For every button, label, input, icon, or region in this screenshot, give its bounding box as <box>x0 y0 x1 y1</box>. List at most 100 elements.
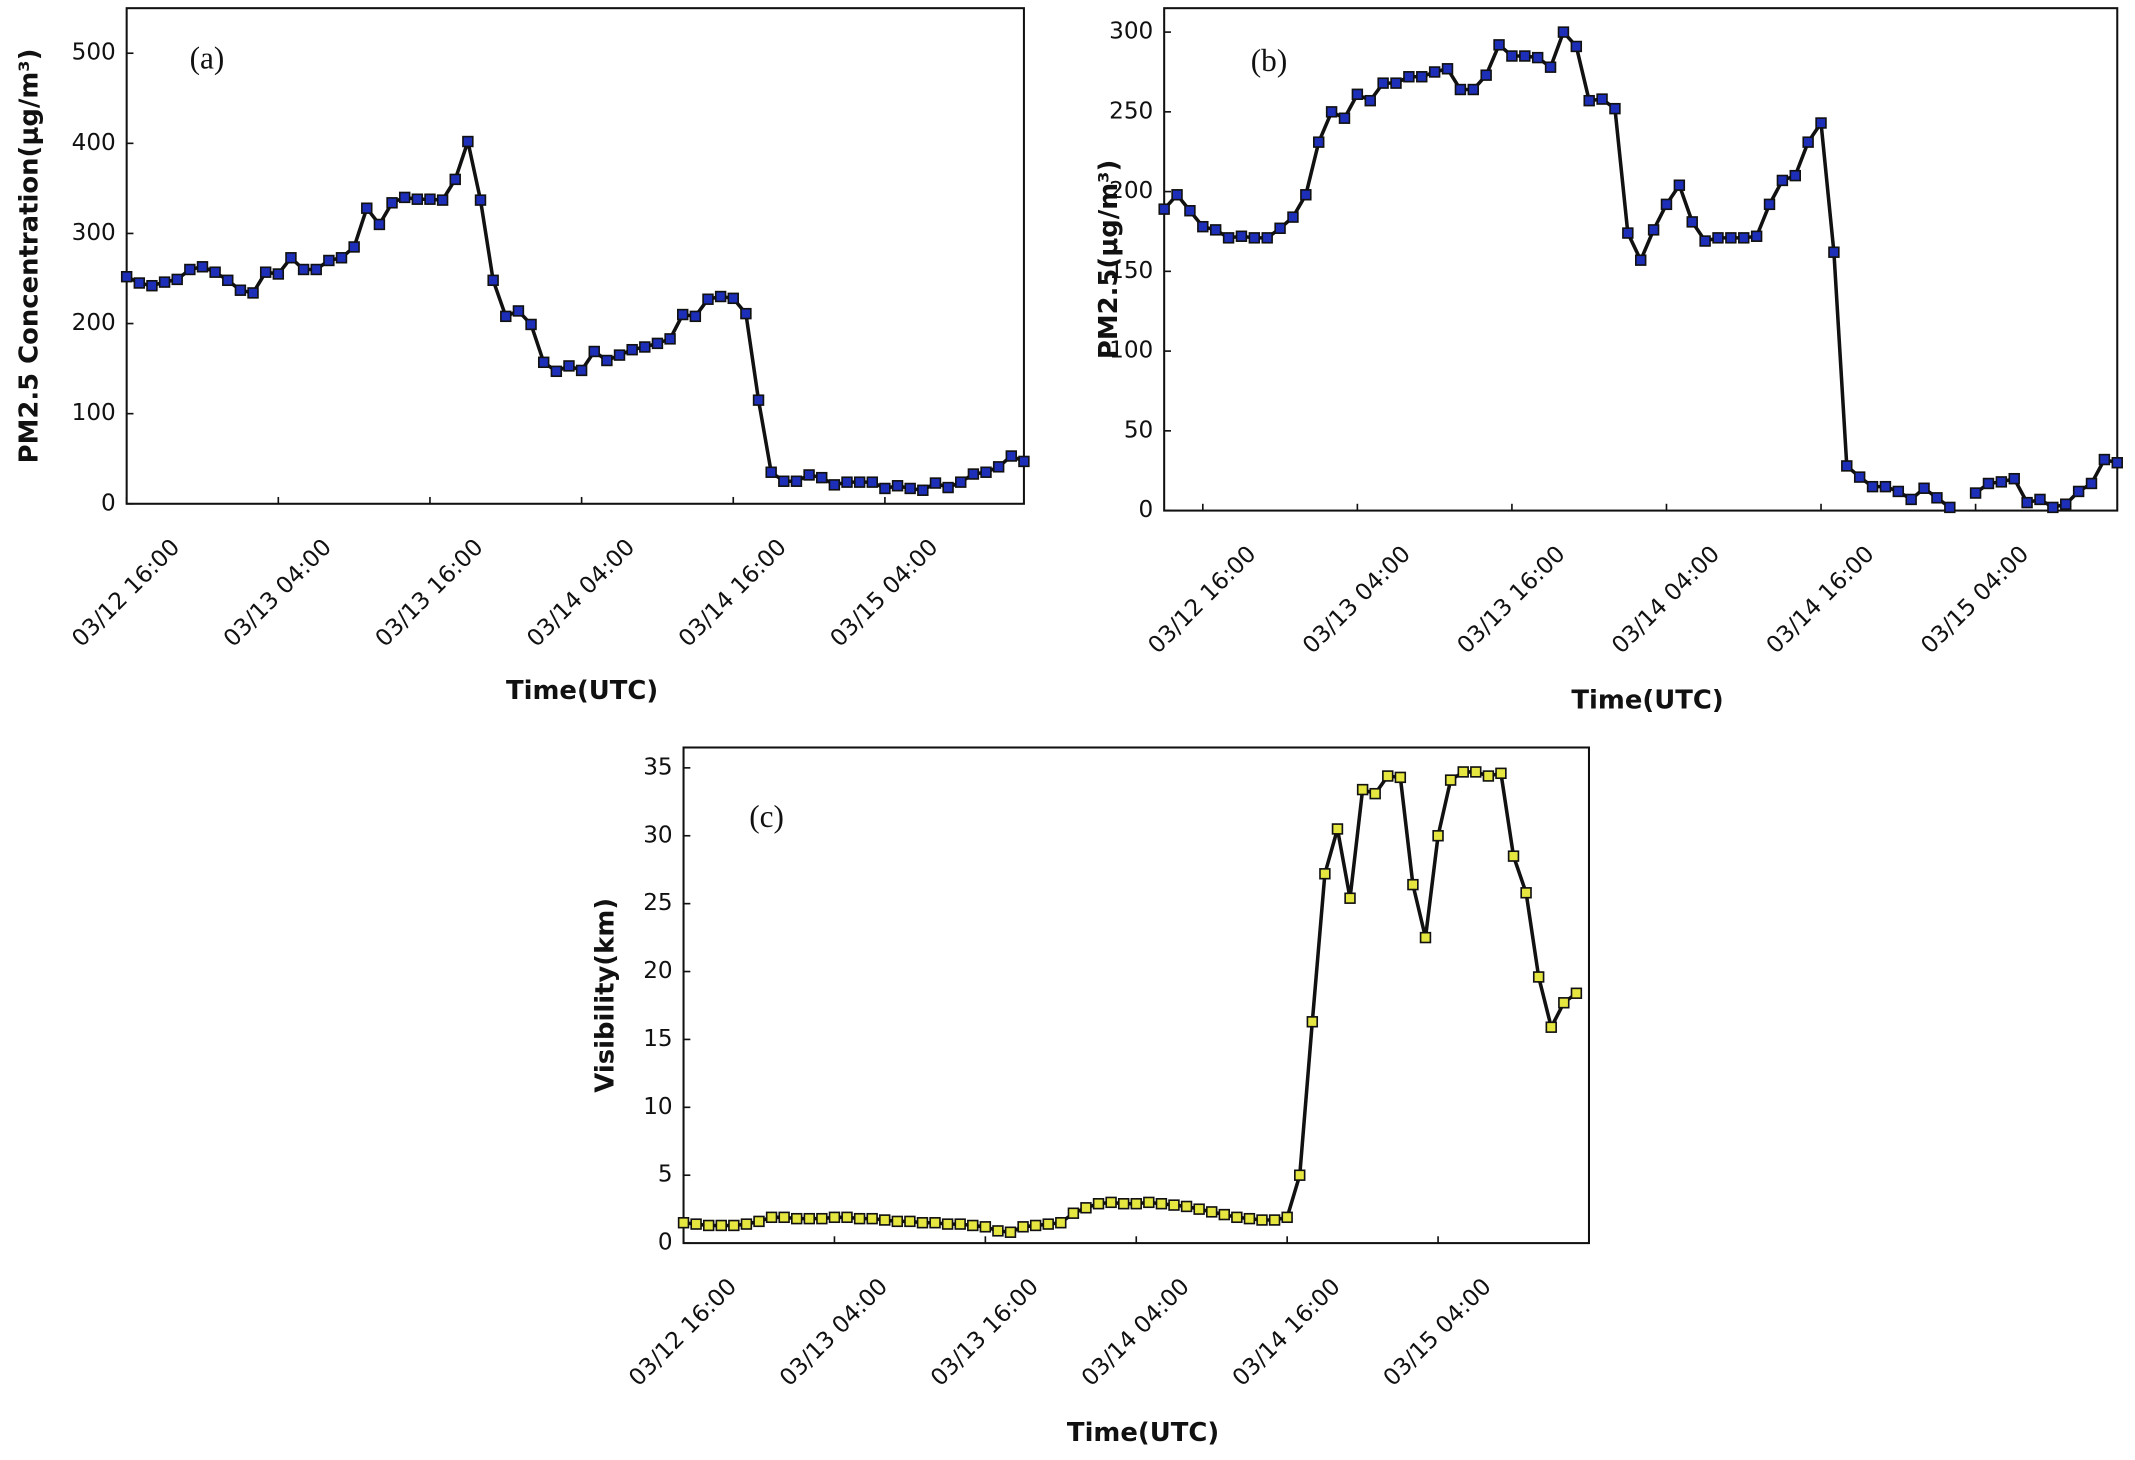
data-point <box>310 263 322 276</box>
data-point <box>728 1219 740 1232</box>
data-point <box>348 241 360 253</box>
data-point <box>1209 224 1222 236</box>
data-point <box>1520 887 1532 899</box>
data-point <box>1532 971 1545 983</box>
data-point <box>1995 476 2008 488</box>
data-point <box>1364 94 1376 107</box>
data-point <box>791 1212 803 1225</box>
data-point <box>1197 220 1209 233</box>
data-point <box>2072 485 2085 498</box>
data-point <box>1776 174 1789 187</box>
data-point <box>1005 450 1018 462</box>
data-point <box>677 1217 690 1229</box>
data-point <box>259 266 272 278</box>
data-point <box>841 476 853 488</box>
x-tick-label: 03/14 16:00 <box>1762 541 1880 659</box>
data-point <box>1470 766 1482 778</box>
data-point <box>500 310 512 323</box>
data-point <box>601 354 613 367</box>
data-point <box>2098 453 2111 466</box>
x-tick-label: 03/14 04:00 <box>522 534 640 652</box>
data-point <box>1351 88 1364 101</box>
data-point <box>980 466 992 478</box>
data-point <box>765 466 777 478</box>
data-point <box>1416 71 1428 83</box>
data-point <box>1969 487 1982 499</box>
y-tick-label: 10 <box>643 1094 672 1120</box>
data-point <box>1457 766 1469 778</box>
data-point <box>1390 77 1402 89</box>
x-tick-label: 03/13 16:00 <box>371 534 489 652</box>
data-point <box>1105 1196 1117 1209</box>
data-point <box>1866 480 1879 493</box>
data-point <box>575 364 588 377</box>
data-point <box>525 318 537 331</box>
data-point <box>1171 189 1183 201</box>
data-point <box>740 307 752 320</box>
data-point <box>639 341 651 353</box>
data-point <box>1432 830 1444 842</box>
y-tick-label: 35 <box>643 754 672 780</box>
data-point <box>992 461 1005 473</box>
x-tick-label: 03/12 16:00 <box>624 1274 742 1392</box>
data-point <box>1982 477 1995 490</box>
data-point <box>2021 496 2033 509</box>
data-point <box>690 1218 702 1230</box>
data-point <box>904 1215 916 1228</box>
data-point <box>2008 472 2020 485</box>
data-point <box>1738 232 1750 244</box>
y-tick-label: 400 <box>72 130 116 156</box>
data-point <box>1281 1211 1293 1224</box>
data-point <box>942 481 954 494</box>
data-point <box>664 333 676 345</box>
data-point <box>828 1211 841 1224</box>
data-point <box>1256 1214 1268 1226</box>
data-point <box>765 1211 778 1224</box>
data-point <box>398 191 411 204</box>
data-point <box>2111 457 2123 469</box>
y-axis-label: Visibility(km) <box>590 898 620 1093</box>
data-point <box>853 476 866 488</box>
data-point <box>803 1212 816 1225</box>
data-point <box>1931 492 1943 504</box>
x-tick-label: 03/15 04:00 <box>826 534 944 652</box>
data-point <box>1892 485 1905 498</box>
data-point <box>1158 203 1170 215</box>
data-point <box>740 1218 753 1230</box>
y-tick-label: 100 <box>1109 338 1153 364</box>
data-point <box>1558 997 1570 1009</box>
data-point <box>929 477 942 489</box>
y-tick-label: 20 <box>643 958 672 984</box>
data-point <box>778 475 790 487</box>
data-point <box>929 1217 941 1229</box>
x-tick-label: 03/13 16:00 <box>926 1274 1044 1392</box>
data-point <box>1294 1169 1306 1181</box>
data-point <box>1261 232 1273 244</box>
data-point <box>866 1212 878 1225</box>
subplot: 0 50 100 150 200 250 300 03/12 16:00 03/13 04:00… <box>1094 7 2123 716</box>
data-point <box>1287 211 1299 223</box>
data-point <box>1750 230 1763 242</box>
data-point <box>955 476 967 488</box>
y-tick-label: 0 <box>658 1230 673 1256</box>
data-point <box>841 1211 853 1224</box>
data-point <box>1622 227 1634 239</box>
data-point <box>1480 69 1492 81</box>
data-point <box>626 343 638 356</box>
data-point <box>462 135 474 148</box>
data-point <box>1222 232 1235 244</box>
data-point <box>1673 179 1686 191</box>
data-point <box>1377 77 1389 89</box>
x-tick-label: 03/14 16:00 <box>1228 1274 1346 1392</box>
data-point <box>1609 102 1621 115</box>
data-point <box>1231 1211 1243 1224</box>
data-point <box>891 480 904 492</box>
annotation: (b) <box>1251 43 1288 78</box>
y-tick-label: 5 <box>658 1162 673 1188</box>
data-point <box>1802 136 1814 148</box>
data-point <box>1300 189 1312 201</box>
x-tick-label: 03/14 04:00 <box>1607 541 1725 659</box>
data-point <box>967 1219 979 1232</box>
data-point <box>424 193 436 205</box>
data-point <box>954 1218 966 1230</box>
